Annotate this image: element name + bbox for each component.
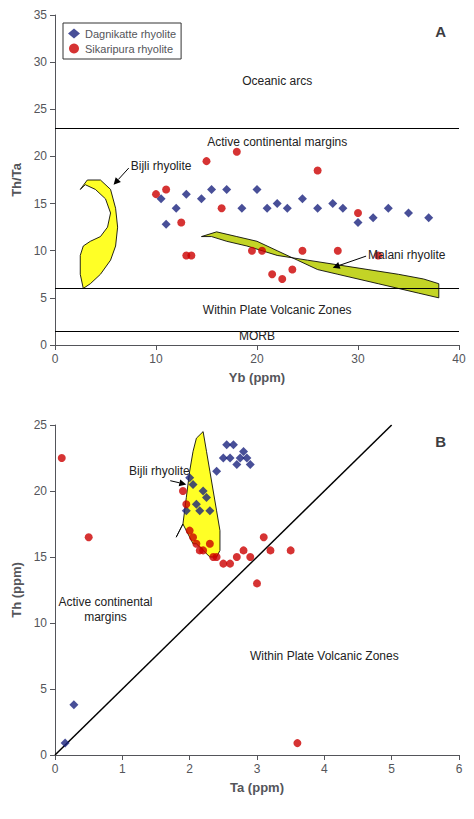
svg-text:Oceanic arcs: Oceanic arcs: [242, 74, 312, 88]
svg-text:6: 6: [456, 762, 463, 776]
svg-text:Bijli rhyolite: Bijli rhyolite: [129, 464, 190, 478]
svg-text:5: 5: [40, 291, 47, 305]
svg-text:1: 1: [119, 762, 126, 776]
svg-text:15: 15: [34, 197, 48, 211]
svg-text:15: 15: [34, 550, 48, 564]
svg-text:3: 3: [254, 762, 261, 776]
svg-text:35: 35: [34, 8, 48, 22]
svg-text:25: 25: [34, 102, 48, 116]
svg-text:0: 0: [40, 748, 47, 762]
svg-text:B: B: [435, 433, 446, 450]
svg-text:Sikaripura rhyolite: Sikaripura rhyolite: [85, 43, 173, 55]
svg-text:5: 5: [388, 762, 395, 776]
svg-text:20: 20: [34, 484, 48, 498]
svg-text:Bijli rhyolite: Bijli rhyolite: [131, 159, 192, 173]
svg-text:10: 10: [149, 352, 163, 366]
svg-text:30: 30: [351, 352, 365, 366]
svg-text:10: 10: [34, 244, 48, 258]
svg-text:margins: margins: [84, 610, 127, 624]
svg-text:2: 2: [186, 762, 193, 776]
svg-text:20: 20: [250, 352, 264, 366]
svg-text:Within Plate Volcanic Zones: Within Plate Volcanic Zones: [250, 649, 399, 663]
svg-text:5: 5: [40, 682, 47, 696]
svg-text:10: 10: [34, 616, 48, 630]
svg-text:0: 0: [52, 352, 59, 366]
svg-text:Ta (ppm): Ta (ppm): [230, 780, 284, 795]
svg-text:Th (ppm): Th (ppm): [9, 562, 24, 618]
svg-text:40: 40: [452, 352, 466, 366]
svg-text:30: 30: [34, 55, 48, 69]
svg-text:20: 20: [34, 149, 48, 163]
svg-text:0: 0: [40, 338, 47, 352]
svg-text:4: 4: [321, 762, 328, 776]
svg-text:MORB: MORB: [239, 329, 275, 343]
svg-text:Yb (ppm): Yb (ppm): [229, 370, 285, 385]
svg-text:25: 25: [34, 418, 48, 432]
svg-text:Within Plate Volcanic Zones: Within Plate Volcanic Zones: [203, 303, 352, 317]
svg-text:Dagnikatte rhyolite: Dagnikatte rhyolite: [85, 28, 176, 40]
svg-text:Th/Ta: Th/Ta: [9, 162, 24, 196]
svg-text:Active continental margins: Active continental margins: [207, 135, 347, 149]
svg-text:0: 0: [52, 762, 59, 776]
svg-text:Active continental: Active continental: [58, 595, 152, 609]
svg-text:Malani rhyolite: Malani rhyolite: [368, 248, 446, 262]
svg-text:A: A: [435, 23, 446, 40]
